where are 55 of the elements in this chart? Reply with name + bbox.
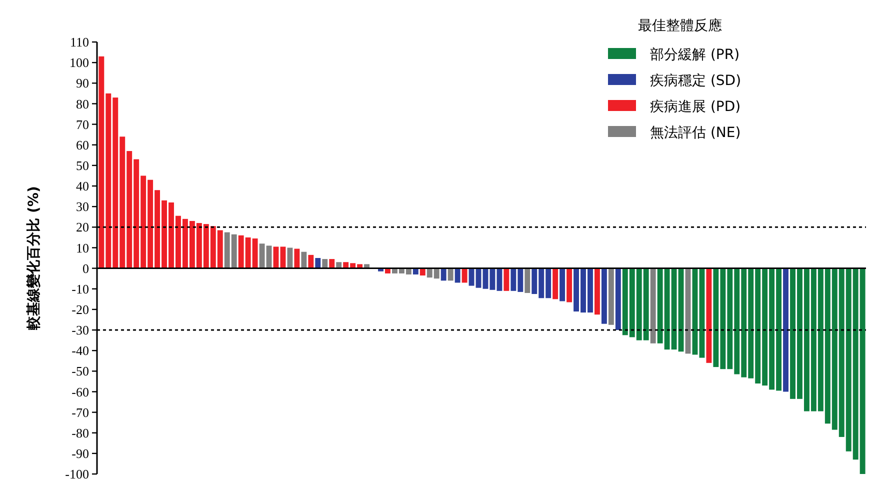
y-tick-label: 10: [76, 240, 89, 256]
bar: [706, 268, 712, 363]
y-tick-label: 80: [76, 96, 89, 112]
legend-label: 疾病穩定 (SD): [650, 72, 742, 89]
bar: [287, 248, 293, 268]
legend-label: 疾病進展 (PD): [650, 98, 741, 115]
bar: [524, 268, 530, 293]
y-tick-label: -10: [72, 281, 89, 296]
bar: [504, 268, 510, 291]
bar: [440, 268, 446, 281]
bar: [650, 268, 656, 344]
bar: [685, 268, 691, 354]
bar: [420, 268, 426, 276]
bar: [560, 268, 566, 302]
y-tick-label: -40: [72, 343, 89, 358]
y-tick-label: -50: [72, 364, 89, 379]
y-tick-label: -60: [72, 384, 89, 400]
bar: [294, 248, 300, 268]
y-tick-label: -90: [72, 446, 89, 461]
bar: [448, 268, 454, 281]
bar: [315, 258, 321, 268]
y-tick-label: 100: [70, 55, 89, 70]
bar: [454, 268, 460, 283]
y-tick-label: -30: [72, 322, 89, 338]
y-tick-label: 50: [76, 158, 89, 173]
y-tick-label: -80: [72, 425, 89, 440]
y-axis-title: 較基線變化百分比 (%): [25, 186, 42, 331]
bar: [462, 268, 468, 283]
y-tick-label: 110: [70, 34, 89, 50]
legend-label: 部分緩解 (PR): [650, 46, 740, 63]
bar: [601, 268, 607, 324]
bar: [615, 268, 621, 330]
y-tick-label: 40: [76, 178, 89, 194]
y-tick-label: -100: [65, 466, 89, 482]
bar: [322, 259, 328, 268]
y-tick-label: 70: [76, 116, 89, 132]
y-tick-label: 20: [76, 220, 89, 235]
legend-label: 無法評估 (NE): [650, 124, 741, 141]
bar: [608, 268, 614, 325]
bar: [412, 268, 418, 274]
bar: [783, 268, 788, 392]
y-tick-label: 60: [76, 137, 89, 152]
bar: [594, 268, 600, 315]
bar: [301, 252, 307, 268]
bar: [566, 268, 572, 302]
y-tick-label: -70: [72, 404, 89, 420]
bar: [336, 262, 342, 268]
y-tick-label: 0: [82, 260, 89, 276]
y-tick-label: 30: [76, 199, 89, 214]
bar: [552, 268, 558, 300]
y-tick-label: 90: [76, 76, 89, 91]
bar: [329, 259, 335, 268]
bar: [308, 254, 314, 268]
y-tick-label: -20: [72, 302, 89, 317]
legend-title: 最佳整體反應: [638, 18, 722, 34]
